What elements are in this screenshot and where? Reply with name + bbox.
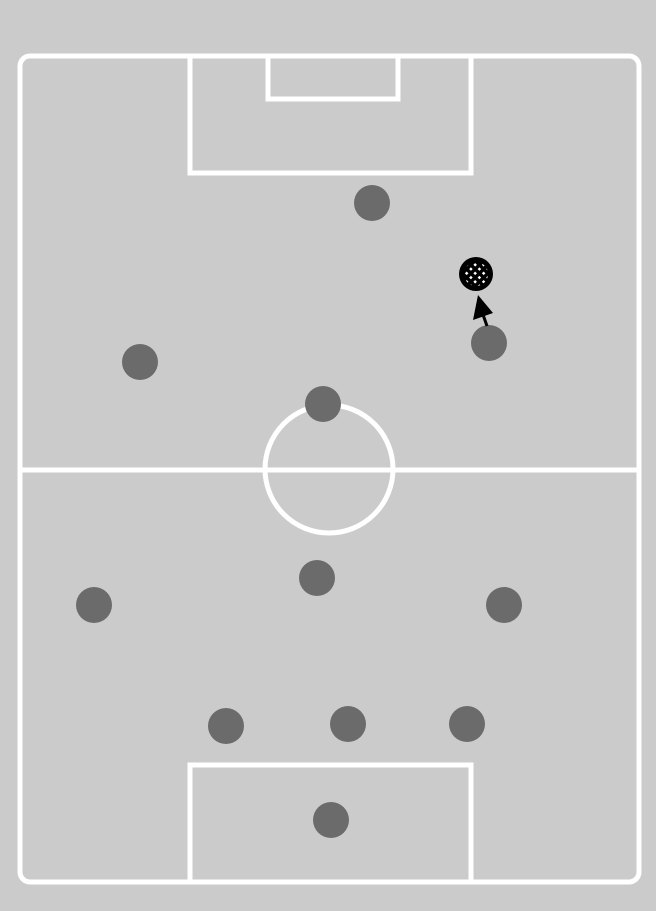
player-bottom-6[interactable]	[449, 706, 485, 742]
player-bottom-2[interactable]	[76, 587, 112, 623]
players-layer	[76, 185, 522, 838]
bottom-penalty-box	[187, 762, 474, 885]
player-bottom-4[interactable]	[208, 708, 244, 744]
player-bottom-1[interactable]	[299, 560, 335, 596]
top-goal-box	[265, 53, 401, 102]
arrow-icon	[473, 295, 493, 327]
ball[interactable]	[459, 257, 493, 291]
player-bottom-5[interactable]	[330, 706, 366, 742]
player-top-3[interactable]	[471, 325, 507, 361]
player-top-4[interactable]	[305, 386, 341, 422]
player-top-1[interactable]	[354, 185, 390, 221]
player-bottom-3[interactable]	[486, 587, 522, 623]
player-goalkeeper[interactable]	[313, 802, 349, 838]
player-top-2[interactable]	[122, 344, 158, 380]
